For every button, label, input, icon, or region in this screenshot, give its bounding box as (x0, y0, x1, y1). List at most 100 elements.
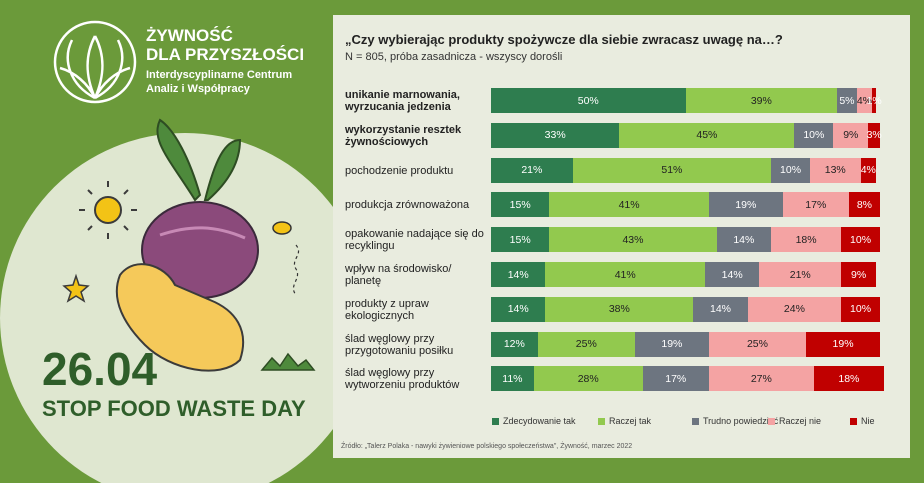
data-label: 15% (509, 233, 531, 246)
data-label: 10% (780, 164, 802, 177)
data-label: 41% (618, 198, 640, 211)
legend-swatch (492, 417, 499, 425)
data-label: 27% (750, 372, 772, 385)
data-label: 41% (614, 268, 636, 281)
sun (79, 181, 137, 239)
data-label: 11% (502, 372, 523, 385)
bar-segment: 12% (491, 331, 538, 357)
data-label: 18% (795, 233, 817, 246)
event-name: STOP FOOD WASTE DAY (42, 396, 306, 421)
bar-segment: 25% (708, 331, 807, 357)
bar-segment: 38% (545, 296, 694, 322)
bar-segment: 14% (704, 262, 760, 287)
bar-segment: 3% (867, 122, 882, 148)
bar-segment: 9% (841, 262, 877, 287)
data-label: 14% (721, 268, 743, 281)
beet (141, 118, 259, 299)
data-label: 14% (507, 268, 529, 281)
bar-segment: 10% (794, 122, 834, 148)
bar-segment: 43% (549, 227, 717, 253)
bar-segment: 15% (491, 227, 550, 253)
category-label: unikanie marnowania, wyrzucania jedzenia (345, 89, 460, 113)
data-label: 39% (750, 94, 772, 107)
bar-segment: 13% (809, 157, 861, 183)
brand-subtitle-line: Interdyscyplinarne Centrum (146, 69, 293, 81)
legend-swatch (598, 417, 605, 425)
bar-segment: 4% (856, 88, 873, 113)
bar-segment: 19% (708, 192, 783, 218)
data-label: 21% (789, 268, 811, 281)
brand-title-line: DLA PRZYSZŁOŚCI (146, 45, 305, 64)
bar-segment: 5% (837, 88, 857, 113)
legend-item: Trudno powiedzieć (692, 416, 778, 426)
legend-item: Zdecydowanie tak (492, 416, 576, 426)
bar-segment: 8% (848, 192, 880, 218)
bar-segment: 18% (771, 227, 842, 253)
bar-segment: 17% (642, 366, 709, 392)
legend-label: Raczej nie (779, 416, 822, 426)
bar-segment: 1% (867, 88, 882, 113)
chart-title: „Czy wybierając produkty spożywcze dla s… (345, 32, 783, 47)
bar-segment: 4% (860, 157, 877, 183)
category-label: wpływ na środowisko/ planetę (345, 263, 452, 287)
data-label: 8% (856, 198, 873, 211)
bar-segment: 33% (491, 122, 620, 148)
hand (115, 263, 245, 372)
category-label: pochodzenie produktu (345, 164, 454, 177)
grass (260, 352, 316, 371)
category-label: produkty z upraw ekologicznych (345, 297, 429, 322)
category-label: produkcja zrównoważona (345, 199, 470, 212)
data-label: 45% (696, 129, 718, 142)
bar-segment: 19% (806, 331, 880, 357)
legend-label: Nie (861, 416, 875, 426)
chart-subtitle: N = 805, próba zasadnicza - wszyscy doro… (345, 51, 563, 63)
data-label: 14% (507, 303, 529, 316)
legend-item: Nie (850, 416, 875, 426)
data-label: 19% (661, 338, 683, 351)
legend-label: Trudno powiedzieć (703, 416, 779, 426)
data-label: 18% (838, 372, 860, 385)
legend-label: Raczej tak (609, 416, 652, 426)
data-label: 25% (746, 338, 768, 351)
data-label: 19% (735, 198, 757, 211)
legend-swatch (692, 417, 699, 425)
bar-segment: 24% (747, 296, 842, 322)
data-label: 50% (577, 94, 599, 107)
data-label: 24% (783, 303, 805, 316)
data-label: 38% (608, 303, 630, 316)
bar-segment: 21% (759, 262, 842, 287)
data-label: 25% (575, 338, 597, 351)
bar-segment: 27% (708, 366, 814, 392)
bar-segment: 10% (771, 157, 810, 183)
bar-segment: 28% (533, 366, 643, 392)
data-label: 21% (521, 164, 543, 177)
bar-segment: 15% (491, 192, 550, 218)
legend-item: Raczej nie (768, 416, 821, 426)
bee (272, 221, 300, 296)
data-label: 17% (805, 198, 827, 211)
category-label: ślad węglowy przy wytworzeniu produktów (345, 367, 460, 392)
bar-segment: 17% (782, 192, 849, 218)
data-label: 17% (665, 372, 687, 385)
bar-segment: 19% (634, 331, 709, 357)
bar-segment: 41% (549, 192, 709, 218)
data-label: 15% (509, 198, 531, 211)
data-label: 9% (851, 268, 867, 281)
category-label: ślad węglowy przy przygotowaniu posiłku (345, 332, 454, 357)
data-label: 9% (843, 129, 859, 142)
brand-title: ŻYWNOŚĆ DLA PRZYSZŁOŚCI (146, 26, 304, 64)
bar-segment: 39% (685, 88, 838, 113)
legend-swatch (768, 417, 775, 425)
data-label: 33% (544, 129, 566, 142)
logo (53, 20, 137, 104)
bar-segment: 21% (491, 157, 573, 183)
bar-segment: 41% (545, 262, 705, 287)
data-label: 12% (503, 338, 525, 351)
bar-segment: 45% (619, 122, 795, 148)
bar-segment: 18% (813, 366, 884, 392)
chart-source: Źródło: „Talerz Polaka - nawyki żywienio… (341, 443, 633, 450)
bar-segment: 14% (716, 227, 772, 253)
data-label: 14% (733, 233, 755, 246)
data-label: 4% (856, 94, 873, 107)
